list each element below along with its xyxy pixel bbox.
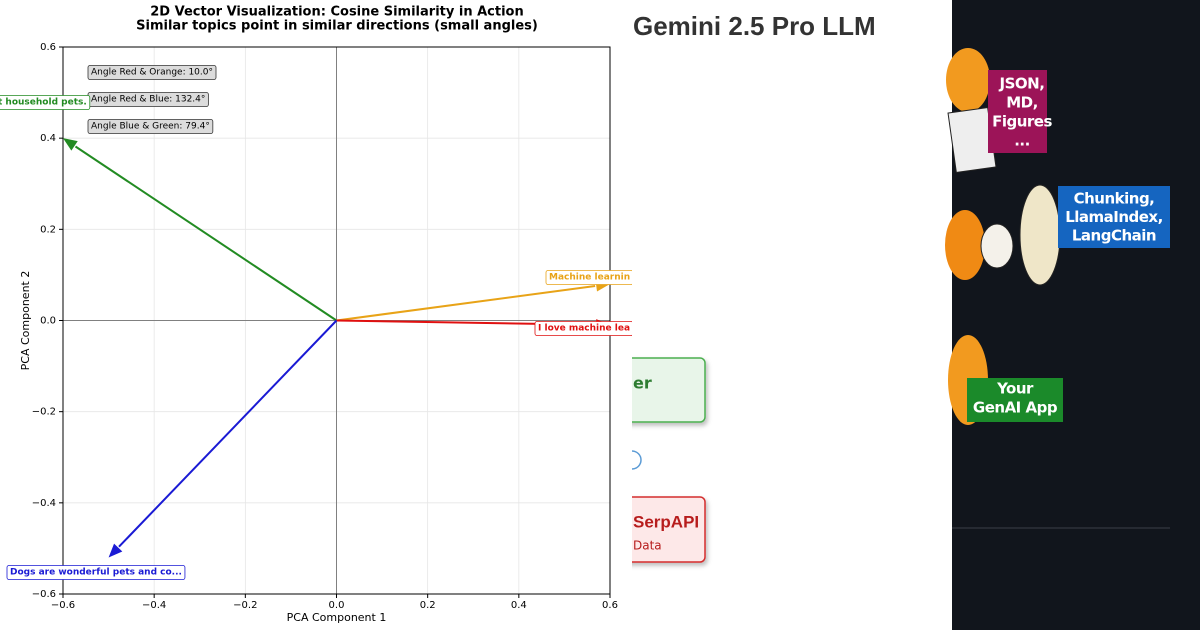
x-tick-label: −0.4 <box>142 600 166 611</box>
card-title: er <box>633 374 652 393</box>
y-tick-label: 0.2 <box>40 224 56 235</box>
tag <box>1058 186 1170 248</box>
x-tick-label: −0.6 <box>51 600 75 611</box>
y-tick-label: −0.2 <box>32 407 56 418</box>
vector <box>74 145 338 322</box>
chart-subtitle: Similar topics point in similar directio… <box>136 19 538 34</box>
tag-line: LangChain <box>1072 227 1156 245</box>
label-box <box>534 321 632 336</box>
label-text: Angle Red & Orange: 10.0° <box>91 68 213 78</box>
label-box <box>545 270 632 285</box>
y-axis-label: PCA Component 2 <box>19 271 32 371</box>
tag-line: GenAI App <box>973 399 1058 417</box>
tag-line: MD, <box>1006 94 1038 112</box>
tag-line: Your <box>996 380 1034 398</box>
label-text: Angle Blue & Green: 79.4° <box>91 122 210 132</box>
label-text: t household pets. <box>0 98 87 108</box>
label-text: Angle Red & Blue: 132.4° <box>91 95 205 105</box>
tag <box>988 70 1047 153</box>
label-box <box>87 65 217 80</box>
tag-line: ... <box>1014 132 1030 150</box>
x-tick-label: 0.0 <box>329 600 345 611</box>
y-tick-label: 0.6 <box>40 42 56 53</box>
label-text: Dogs are wonderful pets and co... <box>10 568 182 578</box>
plot-frame <box>62 46 611 595</box>
arrow-head <box>108 543 123 558</box>
chart-title: 2D Vector Visualization: Cosine Similari… <box>150 5 523 20</box>
x-tick-label: 0.2 <box>420 600 436 611</box>
y-tick-label: 0.0 <box>40 316 56 327</box>
label-text: Machine learnin <box>549 273 630 283</box>
vector <box>336 285 596 322</box>
card-subtitle: Data <box>633 539 662 553</box>
label-text: I love machine lea <box>538 324 630 334</box>
y-tick-label: −0.4 <box>32 498 56 509</box>
tag-line: LlamaIndex, <box>1065 208 1163 226</box>
x-tick-label: 0.6 <box>602 600 618 611</box>
y-tick-label: −0.6 <box>32 589 56 600</box>
vector <box>118 319 338 548</box>
tag-line: Figures <box>992 113 1052 131</box>
arrow-head <box>63 138 78 151</box>
card-title: SerpAPI <box>633 512 699 531</box>
x-tick-label: −0.2 <box>233 600 257 611</box>
tag <box>967 378 1063 422</box>
chart: 2D Vector Visualization: Cosine Similari… <box>0 4 632 624</box>
label-box <box>87 119 214 134</box>
label-box <box>0 95 91 110</box>
mascots <box>945 48 1061 425</box>
x-tick-label: 0.4 <box>511 600 527 611</box>
x-axis-label: PCA Component 1 <box>287 611 387 624</box>
y-tick-label: 0.4 <box>40 133 56 144</box>
label-box <box>6 565 186 580</box>
tag-line: Chunking, <box>1074 190 1155 208</box>
slide-title: Gemini 2.5 Pro LLM <box>633 11 876 41</box>
tag-line: JSON, <box>999 75 1045 93</box>
